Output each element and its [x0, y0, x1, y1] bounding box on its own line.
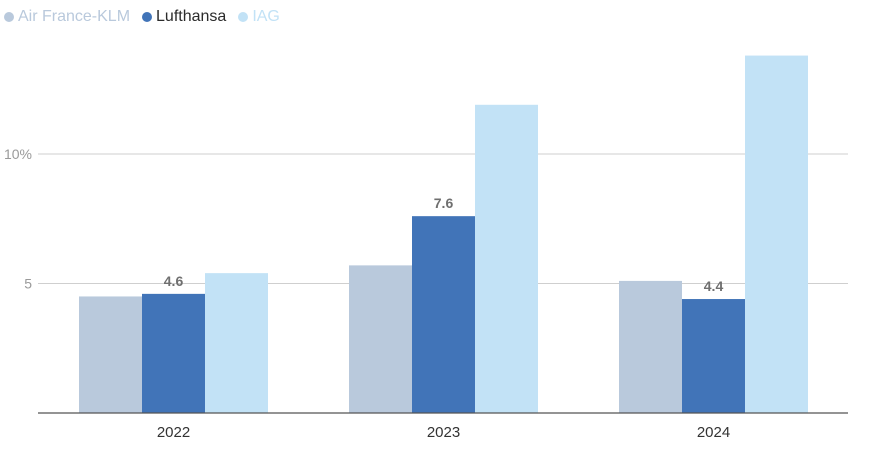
bar-air-france-klm-2022: [79, 296, 142, 413]
data-label: 4.4: [704, 278, 724, 294]
legend-label-iag: IAG: [252, 8, 280, 25]
bar-lufthansa-2024: [682, 299, 745, 413]
legend-item-iag: IAG: [238, 8, 280, 26]
x-tick-label: 2024: [697, 424, 730, 441]
bar-iag-2022: [205, 273, 268, 413]
y-tick-label: 10%: [4, 146, 32, 162]
legend-item-air-france-klm: Air France-KLM: [4, 8, 130, 26]
x-tick-label: 2022: [157, 424, 190, 441]
legend-swatch-lufthansa: [142, 12, 153, 22]
data-label: 7.6: [434, 195, 454, 211]
x-tick-label: 2023: [427, 424, 460, 441]
legend-label-lufthansa: Lufthansa: [156, 8, 227, 25]
bar-air-france-klm-2023: [349, 265, 412, 413]
legend-label-air-france-klm: Air France-KLM: [18, 8, 131, 25]
y-tick-label: 5: [24, 276, 32, 292]
bar-iag-2023: [475, 104, 538, 413]
bar-lufthansa-2022: [142, 293, 205, 413]
bar-lufthansa-2023: [412, 216, 475, 413]
bar-air-france-klm-2024: [619, 280, 682, 413]
legend-item-lufthansa: Lufthansa: [142, 8, 226, 26]
legend: Air France-KLM Lufthansa IAG: [4, 8, 292, 26]
legend-swatch-air-france-klm: [4, 12, 14, 22]
data-label: 4.6: [164, 273, 184, 289]
legend-swatch-iag: [238, 12, 249, 22]
bar-iag-2024: [745, 55, 808, 414]
